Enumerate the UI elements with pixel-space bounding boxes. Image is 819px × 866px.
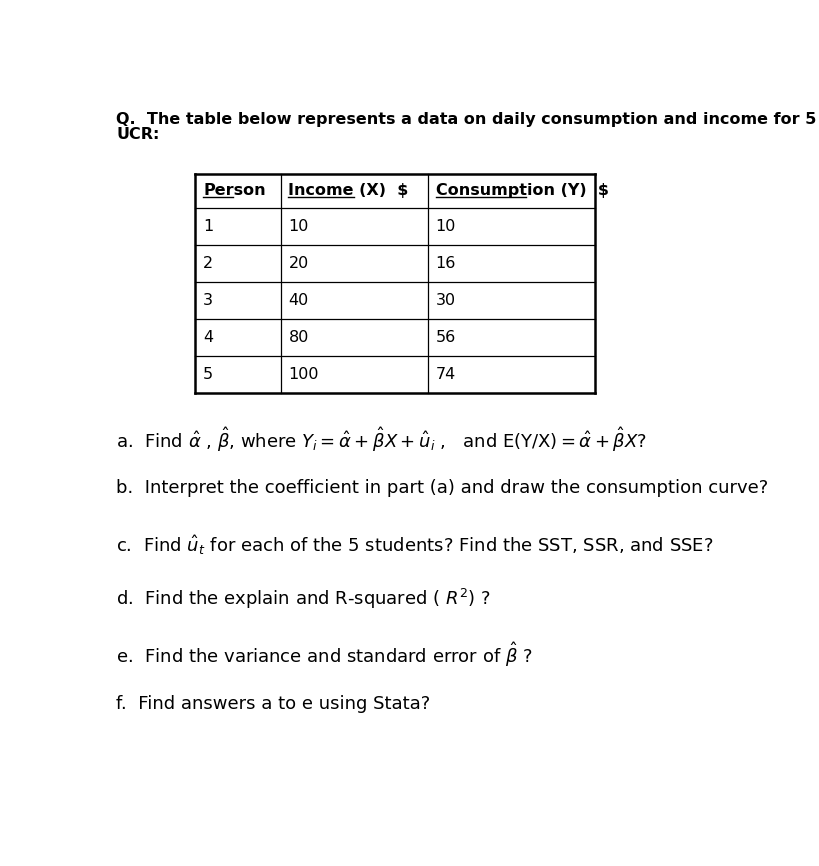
Text: d.  Find the explain and R-squared ( $R^2$) ?: d. Find the explain and R-squared ( $R^2… <box>116 586 491 611</box>
Text: a.  Find $\hat{\alpha}$ , $\hat{\beta}$, where $Y_i = \hat{\alpha} + \hat{\beta}: a. Find $\hat{\alpha}$ , $\hat{\beta}$, … <box>116 425 646 454</box>
Text: f.  Find answers a to e using Stata?: f. Find answers a to e using Stata? <box>116 695 430 713</box>
Text: 20: 20 <box>288 255 309 271</box>
Text: Person: Person <box>203 184 265 198</box>
Text: 10: 10 <box>288 219 309 234</box>
Text: 80: 80 <box>288 330 309 345</box>
Text: Income (X)  $: Income (X) $ <box>288 184 409 198</box>
Text: UCR:: UCR: <box>116 127 160 142</box>
Text: b.  Interpret the coefficient in part (a) and draw the consumption curve?: b. Interpret the coefficient in part (a)… <box>116 479 767 497</box>
Text: 40: 40 <box>288 293 309 307</box>
Text: 4: 4 <box>203 330 213 345</box>
Text: e.  Find the variance and standard error of $\hat{\beta}$ ?: e. Find the variance and standard error … <box>116 641 532 669</box>
Text: Consumption (Y)  $: Consumption (Y) $ <box>435 184 608 198</box>
Text: 10: 10 <box>435 219 455 234</box>
Text: Q.  The table below represents a data on daily consumption and income for 5 stud: Q. The table below represents a data on … <box>116 113 819 127</box>
Text: 100: 100 <box>288 366 319 382</box>
Text: 3: 3 <box>203 293 213 307</box>
Text: 30: 30 <box>435 293 455 307</box>
Text: 56: 56 <box>435 330 455 345</box>
Text: 1: 1 <box>203 219 213 234</box>
Text: 2: 2 <box>203 255 213 271</box>
Text: 74: 74 <box>435 366 455 382</box>
Text: 5: 5 <box>203 366 213 382</box>
Text: 16: 16 <box>435 255 455 271</box>
Text: c.  Find $\hat{u}_t$ for each of the 5 students? Find the SST, SSR, and SSE?: c. Find $\hat{u}_t$ for each of the 5 st… <box>116 533 713 557</box>
